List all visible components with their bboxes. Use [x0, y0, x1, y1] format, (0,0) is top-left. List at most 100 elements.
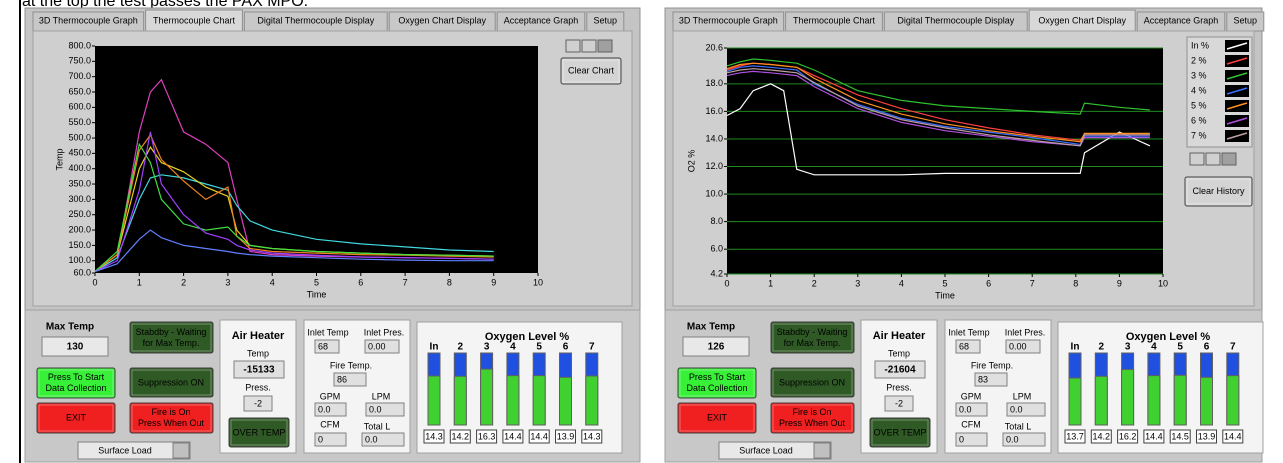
exit-button[interactable] — [677, 402, 757, 434]
over-temp-button[interactable] — [228, 417, 290, 448]
clear-button-bevel — [562, 59, 620, 83]
clear-button[interactable] — [1184, 176, 1253, 207]
series-line — [94, 142, 494, 272]
exit-button-bevel — [38, 404, 114, 432]
start-button-label: Data Collection — [45, 383, 106, 393]
oxygen-bar — [1147, 375, 1161, 426]
clear-button-label: Clear History — [1192, 186, 1245, 196]
graph-tool[interactable] — [581, 39, 597, 53]
inlet-pres-value: 0.00 — [368, 341, 386, 351]
y-tick-label: 500.0 — [68, 132, 91, 142]
oxygen-column-label: 3 — [484, 342, 490, 353]
oxygen-column-label: 2 — [1099, 342, 1105, 353]
press-value: -2 — [895, 398, 903, 408]
x-tick-label: 10 — [1158, 278, 1168, 288]
over-temp-button[interactable] — [869, 417, 931, 448]
dropdown-arrow[interactable] — [172, 442, 190, 459]
dropdown-arrow[interactable] — [813, 442, 831, 459]
inlet-pres-value: 0.00 — [1009, 341, 1027, 351]
exit-button[interactable] — [36, 402, 116, 434]
y-tick-label: 700.0 — [68, 71, 91, 81]
oxygen-bar — [506, 375, 520, 426]
tab-label: Oxygen Chart Display — [1038, 15, 1126, 25]
graph-tool[interactable] — [597, 39, 613, 53]
y-tick-label: 12.0 — [705, 161, 723, 171]
press-label: Press. — [245, 382, 271, 392]
oxygen-value-box — [423, 429, 445, 444]
inlet-pres-box — [1005, 339, 1041, 354]
standby-button[interactable] — [129, 321, 214, 354]
inlet-temp-value: 68 — [959, 341, 969, 351]
y-tick-label: 300.0 — [68, 194, 91, 204]
dropdown[interactable] — [77, 441, 191, 460]
clear-button[interactable] — [560, 57, 622, 85]
y-tick-label: 400.0 — [68, 163, 91, 173]
y-tick-label: 650.0 — [68, 86, 91, 96]
legend-swatch — [1226, 102, 1248, 110]
oxygen-value-box — [449, 429, 471, 444]
y-tick-label: 100.0 — [68, 255, 91, 265]
suppression-button[interactable] — [129, 367, 214, 398]
fire-button-label: Fire is On — [151, 407, 190, 417]
oxygen-column-label: 3 — [1125, 342, 1131, 353]
press-value: -2 — [254, 398, 262, 408]
tab-label: Oxygen Chart Display — [398, 15, 486, 25]
fire-button-bevel — [772, 404, 853, 432]
air-heater-title: Air Heater — [232, 330, 285, 342]
y-axis-label: Temp — [54, 148, 64, 170]
fire-button[interactable] — [770, 402, 855, 434]
fire-button-bevel — [131, 404, 212, 432]
x-tick-label: 7 — [403, 277, 408, 287]
graph-tool[interactable] — [565, 39, 581, 53]
start-button[interactable] — [677, 367, 757, 399]
x-tick-label: 6 — [986, 278, 991, 288]
y-tick-label: 60.0 — [73, 267, 91, 277]
legend-swatch — [1226, 117, 1248, 125]
dropdown[interactable] — [718, 441, 832, 460]
start-button[interactable] — [36, 367, 116, 399]
cfm-label: CFM — [320, 419, 340, 429]
oxygen-value-box — [1222, 429, 1244, 444]
y-tick-label: 10.0 — [705, 188, 723, 198]
oxygen-value-box — [1090, 429, 1112, 444]
lpm-value: 0.0 — [369, 404, 382, 414]
temp-value: -15133 — [243, 365, 275, 376]
over-temp-label: OVER TEMP — [874, 427, 927, 437]
oxygen-value-box — [502, 429, 524, 444]
lpm-value: 0.0 — [1010, 404, 1023, 414]
y-tick-label: 200.0 — [68, 224, 91, 234]
oxygen-value: 16.3 — [478, 431, 496, 441]
oxygen-column-label: 6 — [1204, 342, 1210, 353]
oxygen-value-box — [1143, 429, 1165, 444]
temp-label: Temp — [247, 348, 269, 358]
x-tick-label: 1 — [137, 277, 142, 287]
graph-tool[interactable] — [1205, 152, 1221, 166]
x-tick-label: 5 — [314, 277, 319, 287]
start-button-bevel — [38, 369, 114, 397]
oxygen-value-box — [555, 429, 576, 444]
legend-label: 2 % — [1191, 55, 1207, 65]
oxygen-value: 14.3 — [583, 431, 601, 441]
series-line — [726, 83, 1151, 176]
gpm-label: GPM — [320, 391, 341, 401]
oxygen-value-box — [1064, 429, 1086, 444]
graph-tool[interactable] — [1221, 152, 1237, 166]
x-tick-label: 4 — [270, 277, 275, 287]
y-tick-label: 6.0 — [710, 244, 723, 254]
y-axis-label: O2 % — [686, 150, 696, 173]
graph-tool[interactable] — [1189, 152, 1205, 166]
suppression-button-label: Suppression ON — [779, 377, 845, 387]
fire-button[interactable] — [129, 402, 214, 434]
total-value: 0.0 — [1006, 434, 1019, 444]
tab-label: 3D Thermocouple Graph — [39, 15, 138, 25]
over-temp-label: OVER TEMP — [233, 427, 286, 437]
plot-area — [95, 46, 538, 273]
y-tick-label: 250.0 — [68, 209, 91, 219]
suppression-button[interactable] — [770, 367, 855, 398]
oxygen-column-label: 5 — [1177, 342, 1183, 353]
max-temp-label: Max Temp — [46, 322, 94, 333]
oxygen-value: 14.5 — [1171, 431, 1189, 441]
standby-button[interactable] — [770, 321, 855, 354]
